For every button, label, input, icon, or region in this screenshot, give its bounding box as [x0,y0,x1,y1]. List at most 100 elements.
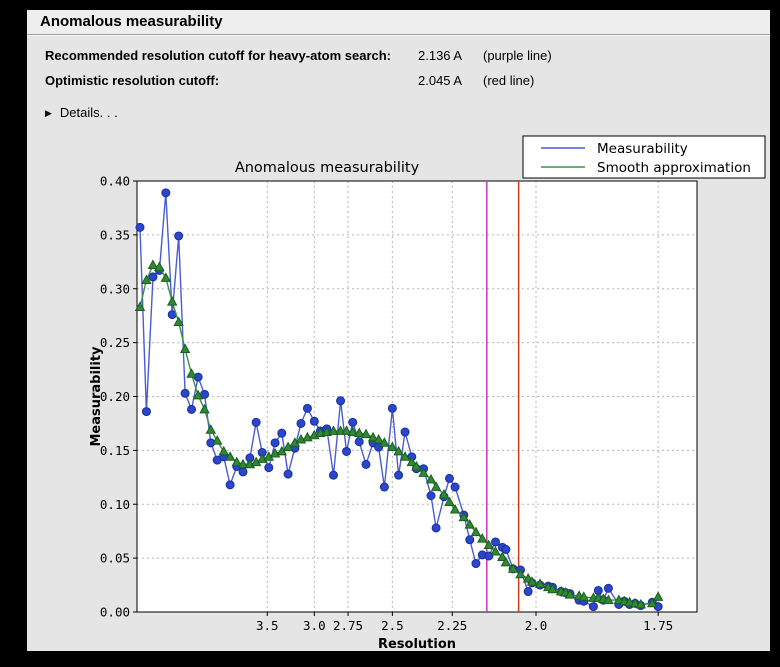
measurability-series-point [603,583,613,593]
measurability-series-point [361,459,371,469]
measurability-series-point [400,427,410,437]
measurability-series-point [238,467,248,477]
measurability-series-point [251,417,261,427]
smooth-approximation-series-point [199,403,210,414]
y-tick-label: 0.05 [100,551,130,566]
legend-label: Smooth approximation [597,160,751,176]
triangle-right-icon: ▶ [45,108,52,118]
smooth-approximation-series-point [237,458,249,469]
smooth-approximation-series-point [205,424,217,434]
smooth-approximation-series-point [425,473,437,484]
x-tick-labels: 3.5 3.0 2.75 2.5 2.25 2.0 1.75 [256,618,673,633]
measurability-series-point [277,428,287,438]
smooth-approximation-series-point [430,481,442,491]
anomalous-measurability-chart: 3.5 3.0 2.75 2.5 2.25 2.0 1.75 0.00 0.05 0.10 0.15… [89,135,766,651]
measurability-series-point [180,388,190,398]
measurability-series-point [328,470,338,480]
smooth-approximation-series-point [218,445,229,456]
panel-title: Anomalous measurability [40,13,223,30]
smooth-approximation-series-point [411,460,422,471]
details-label: Details. . . [59,105,118,120]
recommended-cutoff-note: (purple line) [483,48,552,63]
chart-title: Anomalous measurability [235,160,420,176]
measurability-series-point [187,404,197,414]
measurability-series-point [444,473,454,483]
smooth-approximation-series-point [444,496,455,506]
tick-marks [133,180,659,616]
smooth-approximation-series-point [652,591,664,601]
smooth-approximation-series-point [373,433,384,444]
optimistic-cutoff-label: Optimistic resolution cutoff: [45,73,220,88]
anomalous-measurability-panel: Anomalous measurability Recommended reso… [27,10,770,651]
measurability-series-point [348,417,358,427]
measurability-series-point [161,188,171,198]
smooth-approximation-series-point [483,539,495,550]
legend-box [522,135,766,179]
smooth-approximation-series-point [477,533,488,543]
measurability-series-point [174,231,184,241]
x-tick-label: 2.25 [437,618,467,633]
smooth-approximation-series-point [603,594,614,605]
details-disclosure[interactable]: ▶ Details. . . [45,105,118,123]
panel-title-bar: Anomalous measurability [27,10,770,35]
smooth-approximation-series-point [367,431,379,442]
y-axis-label: Measurability [89,346,104,447]
smooth-approximation-series-point [328,425,339,435]
measurability-series-point [270,438,280,448]
smooth-approximation-series-point [186,368,197,378]
x-tick-label: 2.75 [333,618,363,633]
smooth-approximation-series-point [547,583,558,594]
measurability-series-point [379,482,389,492]
measurability-series-point [309,416,319,426]
smooth-approximation-series-point [635,598,646,609]
smooth-approximation-series-point [393,445,404,456]
measurability-series-point [588,602,598,612]
smooth-approximation-series-point [231,456,242,467]
y-tick-label: 0.00 [100,605,130,620]
smooth-approximation-series-point [321,426,333,436]
smooth-approximation-series-point [578,591,590,601]
smooth-approximation-series-point [347,426,358,436]
recommended-cutoff-label: Recommended resolution cutoff for heavy-… [45,48,392,63]
measurability-series-point [141,407,151,417]
smooth-approximation-series-point [173,316,184,327]
smooth-approximation-series-point [353,427,365,438]
smooth-approximation-series-point [458,511,470,522]
smooth-approximation-series-point [507,563,519,573]
measurability-series-point [302,403,312,413]
x-axis-label: Resolution [378,637,456,651]
smooth-approximation-series-point [147,259,159,269]
smooth-approximation-series-point [179,343,191,353]
smooth-approximation-series-point [418,467,429,477]
smooth-approximation-series-point [166,296,178,306]
smooth-approximation-series-point [192,389,204,400]
measurability-series-point [465,535,475,545]
smooth-approximation-series-point [399,451,411,461]
x-tick-label: 3.0 [303,618,326,633]
x-tick-label: 3.5 [256,618,279,633]
y-tick-labels: 0.00 0.05 0.10 0.15 0.20 0.25 0.30 0.35 0.40 [100,174,130,620]
x-tick-label: 2.5 [381,618,404,633]
gridlines [137,181,697,612]
smooth-approximation-series-point [526,576,538,586]
smooth-approximation-series-point [497,551,508,561]
smooth-approximation-series-point [134,301,146,311]
smooth-approximation-series-point [154,261,165,272]
legend: Measurability Smooth approximation [522,135,766,179]
smooth-approximation-series-point [464,519,476,529]
measurability-series-point [501,545,511,555]
smooth-approximation-series-point [490,546,501,556]
smooth-approximation-series-point [470,526,482,537]
measurability-series-point [264,463,274,473]
optimistic-cutoff-row: Optimistic resolution cutoff: 2.045 A (r… [27,73,770,90]
measurability-series-point [490,537,500,547]
smooth-approximation-series-point [211,435,223,445]
measurability-series-point [471,559,481,569]
smooth-approximation-series-point [379,437,390,447]
measurability-series-point [225,480,235,490]
y-tick-label: 0.25 [100,335,130,350]
smooth-approximation-series-point [515,568,526,579]
measurability-series-point [135,222,145,232]
smooth-approximation-series-point [564,589,576,599]
measurability-series-point [342,446,352,456]
